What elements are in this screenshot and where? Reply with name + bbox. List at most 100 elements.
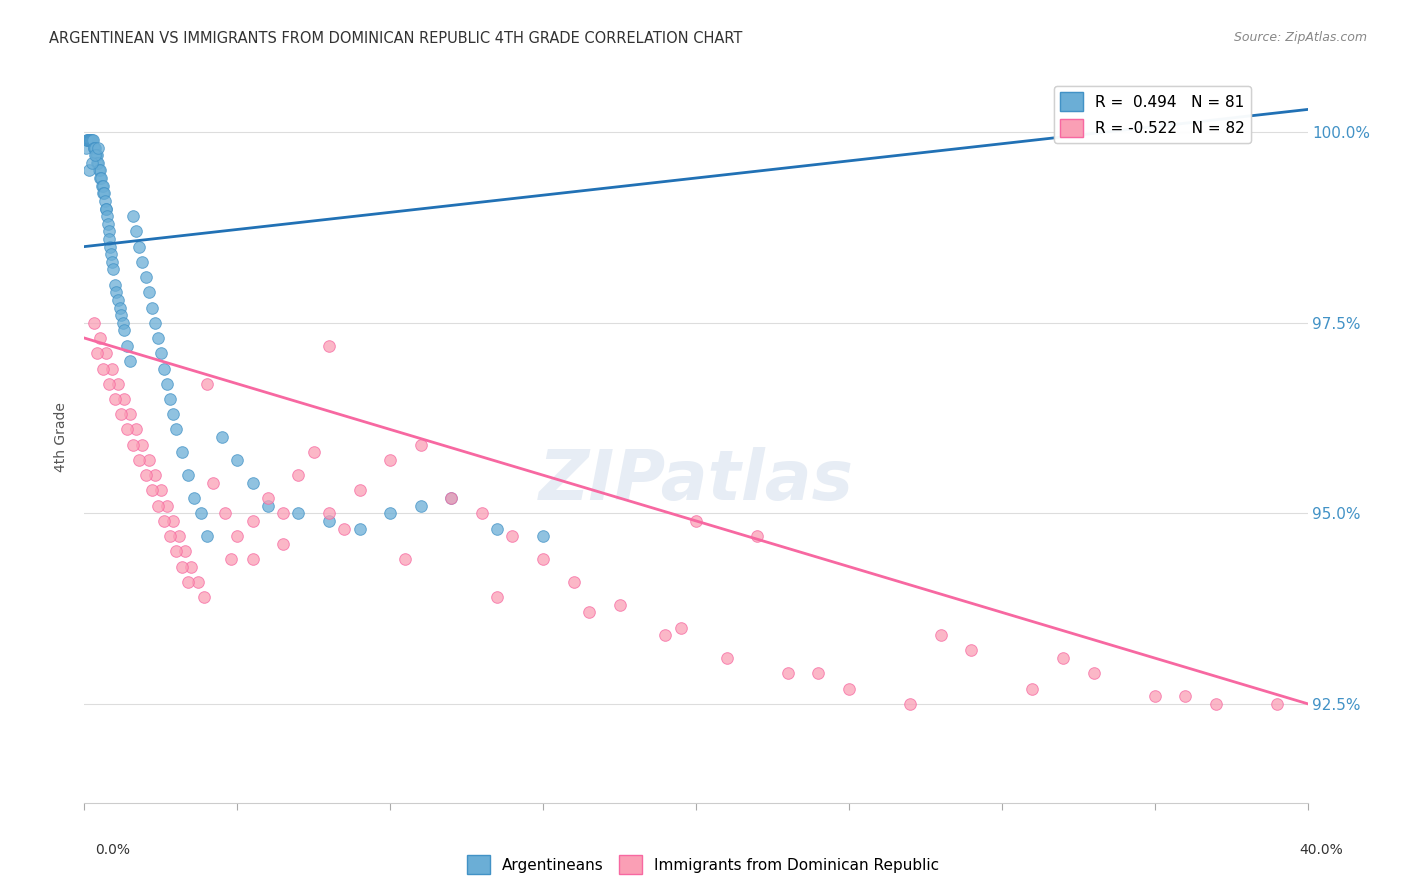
- Point: [654, 628, 676, 642]
- Point: [471, 506, 494, 520]
- Point: [122, 209, 145, 223]
- Point: [153, 514, 176, 528]
- Point: [94, 194, 117, 208]
- Point: [86, 148, 108, 162]
- Point: [97, 217, 120, 231]
- Point: [86, 346, 108, 360]
- Point: [193, 590, 215, 604]
- Text: 40.0%: 40.0%: [1299, 843, 1343, 857]
- Point: [93, 186, 115, 201]
- Point: [125, 422, 148, 436]
- Point: [146, 331, 169, 345]
- Point: [91, 361, 114, 376]
- Point: [97, 376, 120, 391]
- Point: [195, 376, 218, 391]
- Point: [80, 133, 103, 147]
- Point: [807, 666, 830, 681]
- Point: [226, 453, 249, 467]
- Point: [91, 178, 114, 193]
- Text: ZIPatlas: ZIPatlas: [538, 448, 853, 515]
- Point: [898, 697, 921, 711]
- Point: [271, 537, 294, 551]
- Point: [107, 293, 129, 307]
- Point: [257, 499, 280, 513]
- Point: [80, 133, 103, 147]
- Point: [156, 376, 179, 391]
- Point: [838, 681, 860, 696]
- Point: [84, 148, 107, 162]
- Point: [219, 552, 242, 566]
- Point: [172, 445, 194, 459]
- Point: [1143, 689, 1166, 703]
- Point: [776, 666, 799, 681]
- Point: [79, 133, 101, 147]
- Point: [98, 239, 121, 253]
- Point: [159, 529, 181, 543]
- Point: [146, 499, 169, 513]
- Point: [486, 590, 509, 604]
- Point: [186, 574, 208, 589]
- Point: [105, 285, 128, 300]
- Point: [94, 202, 117, 216]
- Y-axis label: 4th Grade: 4th Grade: [55, 402, 69, 472]
- Point: [318, 506, 340, 520]
- Point: [409, 438, 432, 452]
- Point: [94, 346, 117, 360]
- Point: [111, 316, 134, 330]
- Point: [159, 392, 181, 406]
- Text: ARGENTINEAN VS IMMIGRANTS FROM DOMINICAN REPUBLIC 4TH GRADE CORRELATION CHART: ARGENTINEAN VS IMMIGRANTS FROM DOMINICAN…: [49, 31, 742, 46]
- Point: [669, 621, 692, 635]
- Point: [110, 407, 132, 421]
- Point: [349, 483, 371, 498]
- Point: [960, 643, 983, 657]
- Point: [177, 468, 200, 483]
- Point: [149, 483, 172, 498]
- Point: [104, 392, 127, 406]
- Point: [302, 445, 325, 459]
- Point: [271, 506, 294, 520]
- Text: Source: ZipAtlas.com: Source: ZipAtlas.com: [1233, 31, 1367, 45]
- Point: [562, 574, 585, 589]
- Point: [84, 148, 107, 162]
- Point: [87, 155, 110, 169]
- Point: [211, 430, 233, 444]
- Point: [409, 499, 432, 513]
- Point: [122, 438, 145, 452]
- Point: [120, 407, 142, 421]
- Point: [716, 651, 738, 665]
- Point: [128, 453, 150, 467]
- Point: [242, 514, 264, 528]
- Point: [82, 133, 104, 147]
- Point: [201, 475, 224, 490]
- Point: [685, 514, 707, 528]
- Point: [149, 346, 172, 360]
- Legend: R =  0.494   N = 81, R = -0.522   N = 82: R = 0.494 N = 81, R = -0.522 N = 82: [1054, 87, 1251, 144]
- Point: [77, 163, 100, 178]
- Text: 0.0%: 0.0%: [96, 843, 131, 857]
- Point: [380, 453, 402, 467]
- Point: [84, 140, 107, 154]
- Point: [609, 598, 631, 612]
- Point: [87, 140, 110, 154]
- Point: [394, 552, 416, 566]
- Point: [143, 316, 166, 330]
- Point: [578, 605, 600, 619]
- Point: [96, 202, 118, 216]
- Point: [115, 422, 138, 436]
- Point: [104, 277, 127, 292]
- Point: [183, 491, 205, 505]
- Point: [103, 262, 125, 277]
- Point: [91, 178, 114, 193]
- Point: [80, 155, 103, 169]
- Point: [79, 133, 101, 147]
- Point: [135, 468, 157, 483]
- Point: [156, 499, 179, 513]
- Point: [89, 163, 111, 178]
- Point: [172, 559, 194, 574]
- Point: [76, 133, 98, 147]
- Point: [165, 544, 187, 558]
- Point: [107, 376, 129, 391]
- Point: [531, 552, 554, 566]
- Point: [1205, 697, 1227, 711]
- Point: [120, 354, 142, 368]
